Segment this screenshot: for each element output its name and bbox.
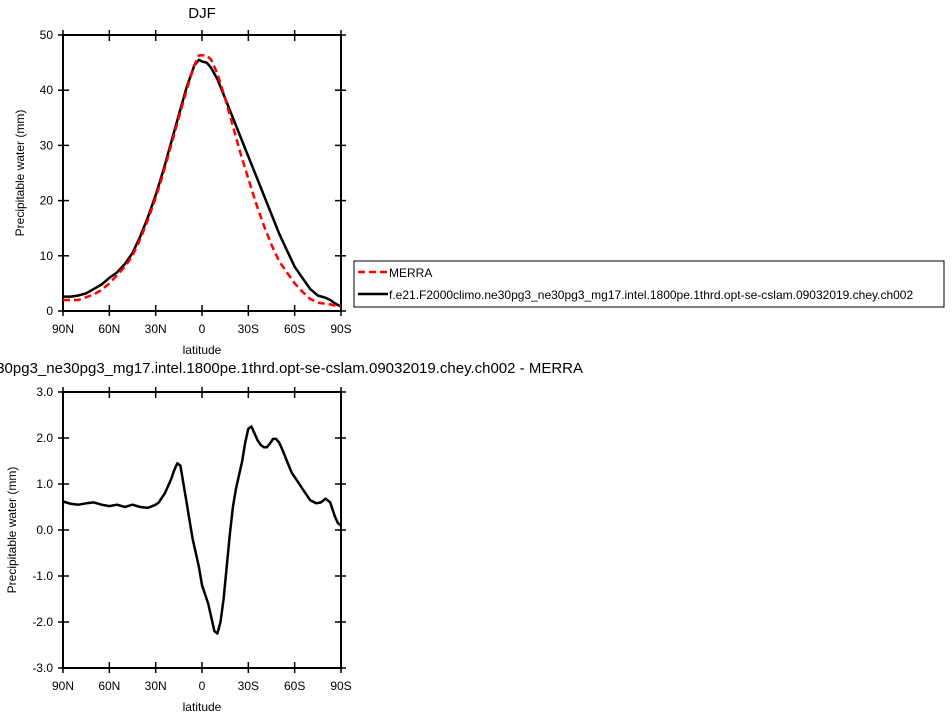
top-x-tick-label: 30N xyxy=(145,322,167,336)
top-panel: DJF 90N 60N 30N 0 30S 60S 90S 0 10 20 30 40 50 lati… xyxy=(13,5,352,357)
bottom-panel: f.e21.F2000climo.ne30pg3_ne30pg3_mg17.in… xyxy=(0,360,583,714)
top-x-tick-label: 60S xyxy=(284,322,305,336)
legend-box xyxy=(353,260,945,308)
bottom-x-ticks: 90N 60N 30N 0 30S 60S 90S xyxy=(52,387,352,693)
bottom-y-tick-label: 1.0 xyxy=(36,477,53,491)
bottom-series-line-0 xyxy=(62,425,342,635)
top-chart-title: DJF xyxy=(188,5,216,22)
top-y-tick-label: 30 xyxy=(40,138,54,152)
top-x-tick-label: 0 xyxy=(199,322,206,336)
top-x-tick-label: 30S xyxy=(238,322,259,336)
bottom-x-tick-label: 30S xyxy=(238,679,259,693)
top-x-axis-label: latitude xyxy=(183,343,222,357)
top-series-lines xyxy=(63,54,342,308)
top-x-ticks: 90N 60N 30N 0 30S 60S 90S xyxy=(52,30,352,336)
legend-merra-label: MERRA xyxy=(389,266,432,280)
bottom-x-tick-label: 0 xyxy=(199,679,206,693)
bottom-y-tick-label: 3.0 xyxy=(36,385,53,399)
bottom-y-tick-label: -3.0 xyxy=(32,661,53,675)
bottom-x-tick-label: 90S xyxy=(330,679,351,693)
bottom-x-tick-label: 30N xyxy=(145,679,167,693)
bottom-y-tick-label: 2.0 xyxy=(36,431,53,445)
top-y-ticks: 0 10 20 30 40 50 xyxy=(40,28,346,318)
bottom-y-tick-label: 0.0 xyxy=(36,523,53,537)
legend-model-label: f.e21.F2000climo.ne30pg3_ne30pg3_mg17.in… xyxy=(389,288,913,302)
legend: MERRA f.e21.F2000climo.ne30pg3_ne30pg3_m… xyxy=(353,260,945,308)
bottom-y-tick-label: -2.0 xyxy=(32,615,53,629)
top-y-tick-label: 10 xyxy=(40,249,54,263)
top-x-tick-label: 60N xyxy=(98,322,120,336)
bottom-y-tick-label: -1.0 xyxy=(32,569,53,583)
top-series-line-0 xyxy=(63,54,342,308)
top-y-tick-label: 0 xyxy=(46,304,53,318)
bottom-chart-title: f.e21.F2000climo.ne30pg3_ne30pg3_mg17.in… xyxy=(0,360,583,377)
bottom-y-ticks: -3.0 -2.0 -1.0 0.0 1.0 2.0 3.0 xyxy=(32,385,346,675)
bottom-x-tick-label: 90N xyxy=(52,679,74,693)
top-y-tick-label: 50 xyxy=(40,28,54,42)
top-y-tick-label: 20 xyxy=(40,194,54,208)
bottom-x-axis-label: latitude xyxy=(183,700,222,714)
bottom-series-lines xyxy=(62,425,342,635)
bottom-x-tick-label: 60S xyxy=(284,679,305,693)
top-series-line-1 xyxy=(63,58,342,308)
top-y-tick-label: 40 xyxy=(40,83,54,97)
top-plot-frame xyxy=(62,34,342,312)
bottom-y-axis-label: Precipitable water (mm) xyxy=(5,467,19,594)
top-x-tick-label: 90S xyxy=(330,322,351,336)
top-y-axis-label: Precipitable water (mm) xyxy=(13,110,27,237)
bottom-plot-frame xyxy=(62,391,342,669)
bottom-x-tick-label: 60N xyxy=(98,679,120,693)
top-x-tick-label: 90N xyxy=(52,322,74,336)
